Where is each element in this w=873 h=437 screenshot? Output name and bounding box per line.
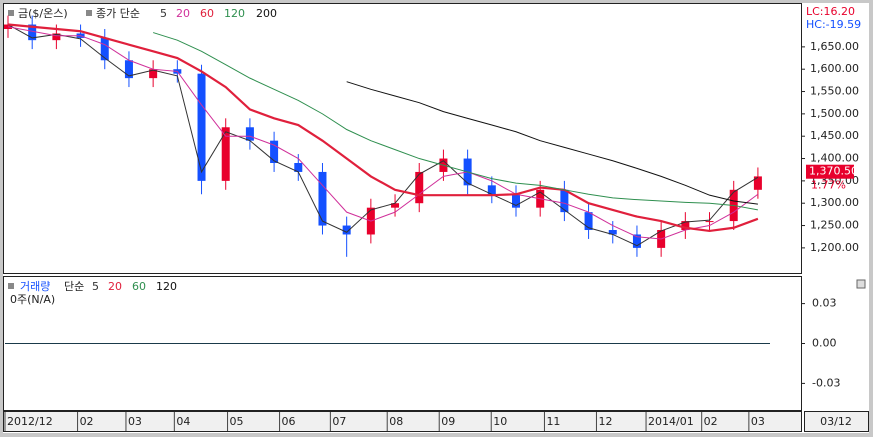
- candle-body: [487, 185, 496, 195]
- candle-body: [270, 140, 279, 164]
- lc-label: LC:16.20: [806, 5, 855, 18]
- hc-label: HC:-19.59: [806, 18, 861, 31]
- moving-average: [152, 32, 758, 211]
- candle-body: [342, 225, 351, 235]
- price-box: [806, 164, 854, 179]
- x-tick-label: 08: [389, 415, 403, 428]
- x-axis-strip: [3, 411, 802, 432]
- x-tick-label: 10: [493, 415, 507, 428]
- y-tick-label: 1,400.00: [810, 152, 859, 165]
- candle-body: [100, 37, 109, 61]
- moving-average: [346, 81, 758, 205]
- x-tick-label: 05: [230, 415, 244, 428]
- legend-entry: 5: [160, 7, 167, 20]
- moving-average: [7, 26, 759, 240]
- candle-body: [415, 171, 424, 204]
- legend-icon: [86, 10, 92, 16]
- x-tick-label: 12: [598, 415, 612, 428]
- candle-body: [124, 60, 133, 79]
- volume-subtitle: 단순: [64, 280, 84, 293]
- x-tick-label: 2012/12: [7, 415, 53, 428]
- candle-body: [294, 163, 303, 172]
- x-tick-label: 03: [128, 415, 142, 428]
- legend-icon: [8, 10, 14, 16]
- candle-body: [705, 221, 714, 223]
- y-tick-label: 1,250.00: [810, 219, 859, 232]
- y-tick-label: 1,200.00: [810, 241, 859, 254]
- y-tick-label: 1,600.00: [810, 62, 859, 75]
- x-tick-label: 03: [751, 415, 765, 428]
- volume-title: 거래량: [20, 280, 50, 293]
- date-strip: [804, 411, 869, 432]
- legend-entry: 60: [200, 7, 214, 20]
- volume-note: 0주(N/A): [10, 293, 55, 306]
- candle-body: [318, 171, 327, 226]
- legend-entry: 20: [108, 280, 122, 293]
- x-tick-label: 06: [282, 415, 296, 428]
- candle-body: [753, 176, 762, 190]
- legend-entry: 120: [156, 280, 177, 293]
- x-tick-label: 2014/01: [648, 415, 694, 428]
- change-label: 1.77%: [811, 179, 846, 192]
- candle-body: [391, 203, 400, 208]
- y-tick-label: 1,450.00: [810, 129, 859, 142]
- legend-entry: 60: [132, 280, 146, 293]
- candle-body: [560, 189, 569, 213]
- legend-entry: 200: [256, 7, 277, 20]
- price-title: 금($/온스): [18, 7, 68, 20]
- candle-body: [681, 221, 690, 231]
- candle-body: [512, 194, 520, 208]
- panel-button[interactable]: [856, 279, 866, 289]
- x-tick-label: 11: [546, 415, 560, 428]
- canvas: [3, 3, 869, 433]
- moving-average: [7, 24, 759, 247]
- candle-body: [632, 234, 641, 248]
- y-tick-label: -0.03: [812, 376, 840, 389]
- price-label: 1,370.50: [809, 165, 858, 178]
- candle-body: [584, 212, 593, 231]
- y-tick-label: 0.03: [812, 297, 837, 310]
- price-subtitle: 종가 단순: [96, 7, 140, 20]
- y-tick-label: 1,650.00: [810, 40, 859, 53]
- legend-icon: [8, 283, 14, 289]
- price-panel: [3, 3, 802, 274]
- y-tick-label: 1,500.00: [810, 107, 859, 120]
- legend-entry: 20: [176, 7, 190, 20]
- legend-entry: 120: [224, 7, 245, 20]
- moving-average: [7, 23, 759, 233]
- x-tick-label: 02: [704, 415, 718, 428]
- candle-body: [52, 33, 61, 41]
- y-tick-label: 1,550.00: [810, 85, 859, 98]
- candle-body: [28, 24, 37, 41]
- candle-body: [221, 127, 230, 181]
- x-tick-label: 07: [332, 415, 346, 428]
- legend-entry: 5: [92, 280, 99, 293]
- x-tick-label: 09: [441, 415, 455, 428]
- candle-body: [245, 127, 254, 141]
- x-tick-label: 02: [80, 415, 94, 428]
- candle-body: [149, 69, 158, 79]
- candle-body: [197, 73, 206, 181]
- date-label: 03/12: [820, 415, 852, 428]
- y-tick-label: 1,300.00: [810, 196, 859, 209]
- x-tick-label: 04: [176, 415, 190, 428]
- y-tick-label: 0.00: [812, 337, 837, 350]
- candle-body: [608, 230, 617, 235]
